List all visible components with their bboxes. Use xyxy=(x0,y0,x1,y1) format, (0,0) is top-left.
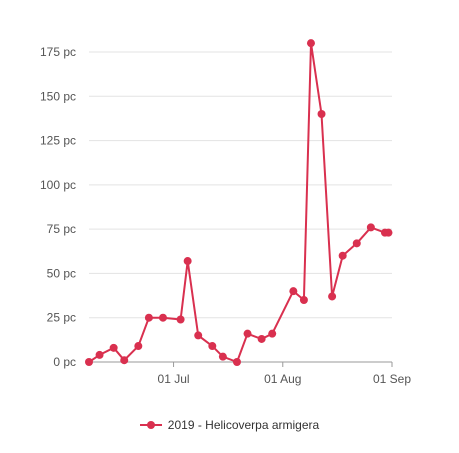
data-point[interactable] xyxy=(120,356,129,365)
data-point[interactable] xyxy=(366,223,375,232)
legend: 2019 - Helicoverpa armigera xyxy=(0,414,459,436)
legend-label: 2019 - Helicoverpa armigera xyxy=(167,418,320,432)
data-point[interactable] xyxy=(338,251,347,260)
data-point[interactable] xyxy=(158,313,167,322)
data-point[interactable] xyxy=(176,315,185,324)
y-tick-label: 50 pc xyxy=(47,266,76,280)
data-point[interactable] xyxy=(384,228,393,237)
data-point[interactable] xyxy=(257,334,266,343)
x-tick-label: 01 Sep xyxy=(373,372,411,386)
data-point[interactable] xyxy=(109,343,118,352)
y-tick-label: 175 pc xyxy=(40,45,76,59)
y-tick-label: 0 pc xyxy=(53,355,76,369)
y-tick-label: 125 pc xyxy=(40,134,76,148)
data-point[interactable] xyxy=(306,39,315,48)
y-tick-label: 150 pc xyxy=(40,89,76,103)
x-axis: 01 Jul 01 Aug 01 Sep xyxy=(158,362,411,386)
data-point[interactable] xyxy=(183,257,192,266)
y-tick-label: 25 pc xyxy=(47,311,76,325)
legend-item-series[interactable]: 2019 - Helicoverpa armigera xyxy=(139,418,320,432)
y-tick-label: 100 pc xyxy=(40,178,76,192)
series-line xyxy=(88,42,389,363)
data-point[interactable] xyxy=(85,358,93,366)
data-point[interactable] xyxy=(232,358,241,366)
data-point[interactable] xyxy=(95,350,104,359)
series-layer xyxy=(85,39,393,366)
data-point[interactable] xyxy=(289,287,298,296)
x-tick-label: 01 Aug xyxy=(264,372,301,386)
data-point[interactable] xyxy=(208,342,217,351)
data-point[interactable] xyxy=(299,296,308,304)
data-point[interactable] xyxy=(352,239,361,248)
data-point[interactable] xyxy=(194,331,203,340)
y-tick-label: 75 pc xyxy=(47,222,76,236)
x-tick-label: 01 Jul xyxy=(158,372,190,386)
data-point[interactable] xyxy=(328,292,337,301)
data-point[interactable] xyxy=(317,110,326,118)
data-point[interactable] xyxy=(218,352,227,361)
data-point[interactable] xyxy=(268,329,277,338)
data-point[interactable] xyxy=(144,313,153,322)
grid-lines xyxy=(89,51,392,363)
data-point[interactable] xyxy=(134,342,143,351)
y-axis: 0 pc 25 pc 50 pc 75 pc 100 pc 125 pc 150 pc 175… xyxy=(40,45,76,369)
legend-line-marker-icon xyxy=(139,419,162,431)
data-point[interactable] xyxy=(243,329,252,338)
